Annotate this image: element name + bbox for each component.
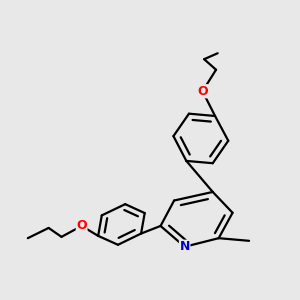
Text: O: O [197, 85, 208, 98]
Text: N: N [179, 240, 190, 253]
Text: O: O [76, 220, 87, 232]
